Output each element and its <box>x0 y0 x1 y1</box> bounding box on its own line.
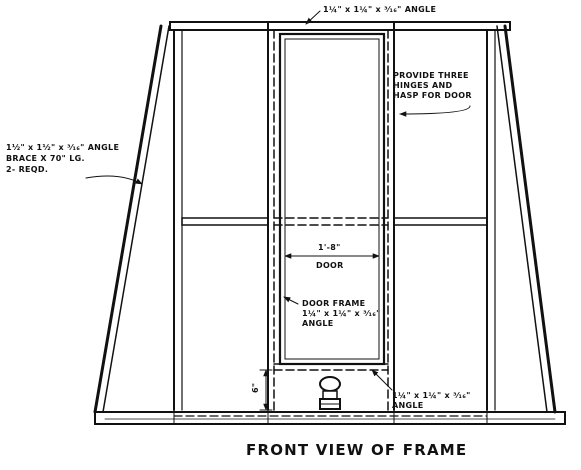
bottom-angle-label-1: 1¼" x 1¼" x ³⁄₁₆" <box>392 390 471 400</box>
brace-label-2: BRACE X 70" LG. <box>6 154 85 163</box>
left-jamb-post <box>267 21 275 411</box>
brace-label-3: 2- REQD. <box>6 165 48 174</box>
hinges-label-2: HINGES AND <box>393 81 453 90</box>
right-brace <box>496 24 557 414</box>
sill-dimension <box>259 369 273 411</box>
hinges-leader <box>399 105 471 117</box>
door-frame-label-2: 1¼" x 1¼" x ³⁄₁₆" <box>302 308 381 318</box>
left-outer-post <box>173 29 183 411</box>
brace-label-1: 1½" x 1½" x ³⁄₁₆" ANGLE <box>6 142 119 152</box>
top-angle-leader <box>305 10 321 25</box>
base-plate <box>94 411 566 425</box>
hinges-label-3: HASP FOR DOOR <box>393 91 472 100</box>
brace-leader <box>85 175 143 185</box>
door-width-label: 1'-8" <box>318 243 341 252</box>
center-pedestal <box>319 376 341 410</box>
door-frame <box>278 32 386 366</box>
bottom-angle-leader <box>371 369 393 391</box>
door-frame-label-1: DOOR FRAME <box>302 299 365 308</box>
door-frame-label-3: ANGLE <box>302 319 334 328</box>
door-label: DOOR <box>316 261 344 270</box>
right-outer-post <box>486 29 496 411</box>
top-angle <box>169 21 511 31</box>
sill-dimension-label: 6" <box>251 383 260 393</box>
left-brace <box>93 24 170 414</box>
drawing-title: FRONT VIEW OF FRAME <box>246 441 467 459</box>
door-frame-leader <box>283 296 299 305</box>
bottom-angle-label-2: ANGLE <box>392 401 424 410</box>
sill-angle <box>273 363 389 371</box>
mid-rail <box>181 217 488 226</box>
hinges-label-1: PROVIDE THREE <box>393 71 469 80</box>
top-angle-label: 1¼" x 1¼" x ³⁄₁₆" ANGLE <box>323 4 436 14</box>
right-jamb-post <box>387 21 395 411</box>
